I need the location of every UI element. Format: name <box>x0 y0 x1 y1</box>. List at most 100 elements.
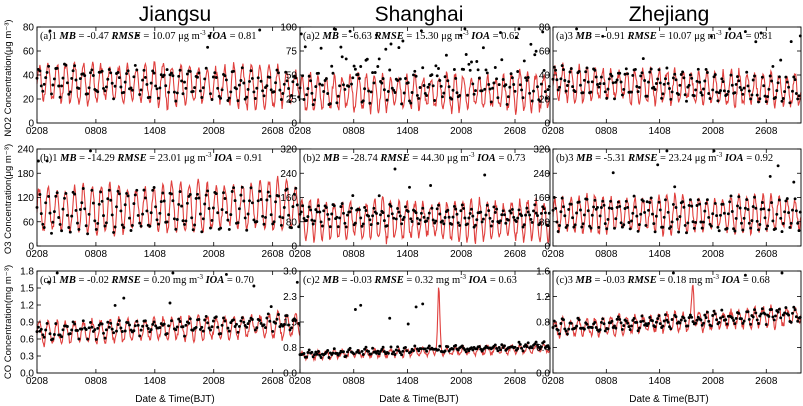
obs-point <box>380 81 384 85</box>
obs-point <box>237 207 241 211</box>
stats-text-part: = 23.24 μg m <box>657 153 716 164</box>
obs-point <box>314 85 318 89</box>
obs-point <box>720 308 724 312</box>
obs-point <box>438 79 442 82</box>
obs-point <box>418 218 422 222</box>
obs-point <box>602 203 606 207</box>
stats-text-part: -3 <box>469 151 475 159</box>
obs-point <box>654 214 658 218</box>
obs-series-dots <box>551 27 802 105</box>
obs-point <box>679 318 683 322</box>
obs-point <box>779 316 783 320</box>
obs-point <box>770 201 774 205</box>
obs-point <box>157 96 160 100</box>
obs-point <box>256 199 260 203</box>
obs-point <box>77 227 81 231</box>
obs-point <box>126 69 130 73</box>
obs-point <box>369 352 373 356</box>
obs-point <box>203 77 207 81</box>
obs-point <box>123 329 127 333</box>
obs-point <box>44 201 48 205</box>
obs-point <box>410 91 414 94</box>
obs-point <box>89 320 92 324</box>
obs-point <box>564 329 568 333</box>
obs-point <box>751 205 755 209</box>
x-tick-label: 2008 <box>203 376 226 387</box>
obs-point <box>616 200 620 204</box>
obs-point <box>542 207 546 211</box>
obs-point <box>661 92 665 96</box>
obs-point <box>96 326 100 330</box>
obs-point <box>554 206 558 210</box>
obs-point <box>71 69 75 73</box>
obs-point <box>567 327 571 331</box>
obs-point <box>470 346 473 350</box>
obs-point <box>148 330 152 334</box>
obs-point <box>175 91 179 95</box>
obs-point <box>764 100 768 104</box>
obs-point <box>615 78 619 82</box>
obs-point <box>188 69 192 73</box>
y-tick-label: 20 <box>23 95 35 106</box>
panel-stats-annotation: (c)2 MB = -0.03 RMSE = 0.32 mg m-3 IOA =… <box>303 273 517 286</box>
obs-point <box>662 82 666 86</box>
obs-point <box>776 81 780 85</box>
obs-point <box>184 323 188 327</box>
obs-point <box>590 80 594 84</box>
obs-series-dots <box>551 271 802 336</box>
obs-point <box>754 206 758 210</box>
obs-point <box>673 72 677 76</box>
obs-point <box>353 221 357 225</box>
obs-point <box>219 96 223 100</box>
obs-point <box>259 198 263 201</box>
x-tick-label: 0808 <box>343 376 366 387</box>
obs-point <box>248 199 251 203</box>
obs-point <box>793 197 797 201</box>
obs-point <box>529 42 533 46</box>
stats-text-part: -3 <box>200 29 206 37</box>
obs-point <box>90 68 94 72</box>
obs-point <box>764 323 768 326</box>
obs-point <box>216 211 220 215</box>
obs-point <box>102 214 105 218</box>
obs-point <box>775 212 779 216</box>
obs-point <box>665 149 669 153</box>
obs-point <box>524 213 528 217</box>
obs-point <box>652 222 656 226</box>
obs-point <box>352 352 356 356</box>
obs-point <box>158 86 162 90</box>
obs-point <box>402 215 406 219</box>
obs-point <box>287 87 291 90</box>
obs-point <box>589 90 593 94</box>
obs-point <box>730 210 734 213</box>
x-tick-label: 0208 <box>289 249 312 260</box>
obs-point <box>120 223 124 227</box>
obs-point <box>57 84 61 88</box>
obs-point <box>360 349 364 353</box>
obs-point <box>307 74 311 78</box>
obs-point <box>648 70 652 74</box>
obs-point <box>58 222 62 226</box>
obs-point <box>455 212 459 216</box>
obs-point <box>41 222 45 226</box>
obs-point <box>51 337 55 341</box>
obs-point <box>165 68 169 72</box>
obs-point <box>729 194 733 198</box>
obs-point <box>211 206 215 210</box>
obs-point <box>258 318 262 322</box>
stats-text-part: = 0.91 <box>233 153 263 164</box>
obs-point <box>256 76 260 80</box>
obs-point <box>669 97 673 101</box>
stats-text-part: = 0.73 <box>496 153 526 164</box>
obs-point <box>50 231 53 235</box>
obs-point <box>575 324 579 328</box>
obs-point <box>405 349 409 353</box>
obs-point <box>226 326 230 330</box>
obs-point <box>501 78 505 81</box>
obs-point <box>197 317 201 321</box>
obs-point <box>133 324 137 328</box>
obs-point <box>699 318 703 322</box>
obs-point <box>73 322 77 326</box>
obs-point <box>299 210 303 214</box>
obs-point <box>103 89 107 93</box>
